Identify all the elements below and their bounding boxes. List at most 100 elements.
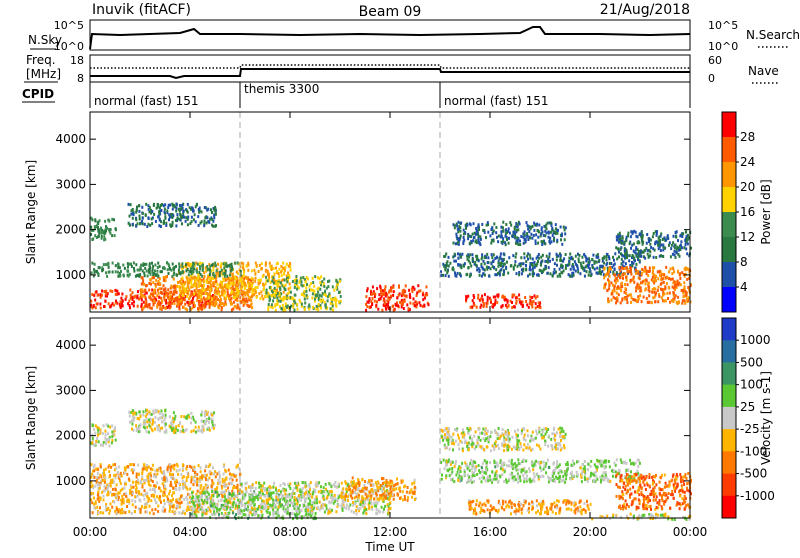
power-cell <box>607 278 609 281</box>
power-cell <box>120 270 122 273</box>
power-cell <box>476 258 478 261</box>
velocity-cell <box>207 484 209 487</box>
power-cell <box>169 204 171 207</box>
power-cell <box>465 295 467 298</box>
power-cell <box>485 236 487 239</box>
power-cell <box>220 281 222 284</box>
power-cell <box>590 274 592 277</box>
power-cell <box>178 285 180 288</box>
velocity-cell <box>196 477 198 480</box>
power-cell <box>672 267 674 270</box>
power-cell <box>185 263 187 266</box>
velocity-cell <box>235 502 237 505</box>
power-cell <box>139 218 141 221</box>
power-cell <box>273 267 275 270</box>
power-cell <box>507 272 509 275</box>
power-cell <box>475 264 477 267</box>
power-cell <box>501 306 503 309</box>
power-cell <box>416 291 418 294</box>
power-cell <box>505 223 507 226</box>
power-cell <box>581 266 583 269</box>
power-cell <box>277 292 279 295</box>
power-cell <box>285 284 287 287</box>
power-cell <box>540 264 542 267</box>
power-cell <box>222 290 224 293</box>
power-cell <box>200 295 202 298</box>
power-cell <box>502 259 504 262</box>
velocity-cell <box>152 410 154 413</box>
power-cell <box>664 285 666 288</box>
power-colorbar-tick-label: 8 <box>740 255 748 269</box>
velocity-cell <box>207 479 209 482</box>
power-cell <box>187 282 189 285</box>
velocity-cell <box>184 429 186 432</box>
power-cell <box>579 272 581 275</box>
power-cell <box>454 226 456 229</box>
power-cell <box>426 293 428 296</box>
power-cell <box>636 300 638 303</box>
power-cell <box>614 252 616 255</box>
power-cell <box>426 285 428 288</box>
power-cell <box>374 300 376 303</box>
power-cell <box>142 222 144 225</box>
power-cell <box>324 290 326 293</box>
power-cell <box>528 230 530 233</box>
power-cell <box>656 234 658 237</box>
power-cell <box>685 230 687 233</box>
power-cell <box>487 231 489 234</box>
power-cell <box>621 258 623 261</box>
velocity-cell <box>157 505 159 508</box>
power-cell <box>187 290 189 293</box>
power-cell <box>673 280 675 283</box>
power-cell <box>546 260 548 263</box>
power-cell <box>268 303 270 306</box>
power-cell <box>516 272 518 275</box>
power-cell <box>631 296 633 299</box>
power-cell <box>304 302 306 305</box>
power-cell <box>652 247 654 250</box>
power-cell <box>635 254 637 257</box>
velocity-cell <box>197 490 199 493</box>
velocity-cell <box>116 483 118 486</box>
power-cell <box>556 264 558 267</box>
velocity-cell <box>238 505 240 508</box>
velocity-cell <box>190 412 192 415</box>
power-cell <box>522 305 524 308</box>
power-cell <box>466 224 468 227</box>
power-cell <box>232 275 234 278</box>
power-cell <box>652 235 654 238</box>
power-cell <box>514 264 516 267</box>
power-cell <box>317 308 319 311</box>
power-cell <box>557 275 559 278</box>
power-cell <box>290 291 292 294</box>
power-cell <box>301 303 303 306</box>
power-cell <box>203 224 205 227</box>
power-cell <box>638 241 640 244</box>
power-cell <box>479 274 481 277</box>
power-cell <box>228 297 230 300</box>
power-cell <box>530 268 532 271</box>
velocity-cell <box>108 438 110 441</box>
velocity-cell <box>131 419 133 422</box>
power-cell <box>637 283 639 286</box>
power-cell <box>481 257 483 260</box>
power-cell <box>211 288 213 291</box>
power-cell <box>154 269 156 272</box>
power-cell <box>502 273 504 276</box>
power-cell <box>171 203 173 206</box>
power-cell <box>191 220 193 223</box>
power-cell <box>516 236 518 239</box>
power-cell <box>156 305 158 308</box>
velocity-cell <box>104 437 106 440</box>
velocity-cell <box>150 499 152 502</box>
power-cell <box>253 269 255 272</box>
power-cell <box>303 290 305 293</box>
power-cell <box>460 222 462 225</box>
velocity-cell <box>140 482 142 485</box>
station-title: Inuvik (fitACF) <box>92 2 191 18</box>
velocity-region-2 <box>128 409 216 435</box>
velocity-cell <box>204 469 206 472</box>
power-cell <box>506 231 508 234</box>
power-cell <box>587 264 589 267</box>
power-cell <box>93 268 95 271</box>
